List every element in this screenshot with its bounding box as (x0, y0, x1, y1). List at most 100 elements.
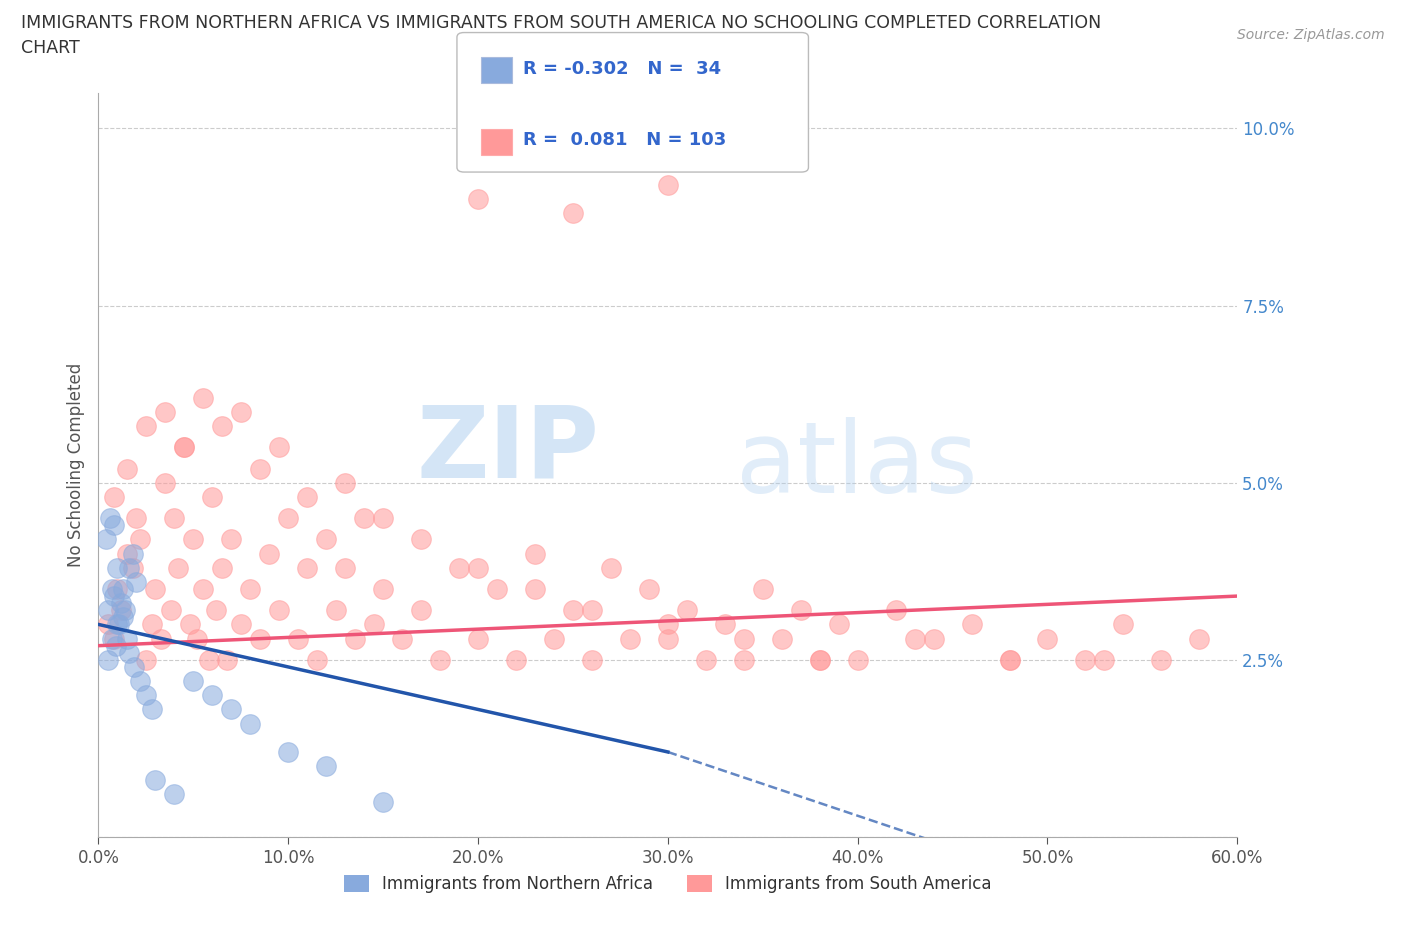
Y-axis label: No Schooling Completed: No Schooling Completed (66, 363, 84, 567)
Point (107, 560, 129, 575)
Point (752, 581, 775, 596)
Point (287, 631, 309, 646)
Point (179, 617, 201, 631)
Point (97, 603, 120, 618)
Point (163, 511, 186, 525)
Point (429, 653, 451, 668)
Point (808, 653, 831, 668)
Point (315, 759, 337, 774)
Point (371, 794, 394, 809)
Point (524, 546, 547, 561)
Text: CHART: CHART (21, 39, 80, 57)
Point (325, 603, 347, 618)
Point (110, 603, 132, 618)
Point (657, 178, 679, 193)
Point (124, 659, 146, 674)
Point (581, 603, 603, 618)
Point (1112, 617, 1135, 631)
Point (103, 589, 125, 604)
Point (201, 489, 224, 504)
Point (297, 489, 319, 504)
Point (141, 702, 163, 717)
Point (107, 581, 129, 596)
Point (108, 617, 131, 631)
Point (153, 475, 176, 490)
Point (173, 440, 195, 455)
Point (205, 603, 228, 618)
Point (486, 581, 509, 596)
Legend: Immigrants from Northern Africa, Immigrants from South America: Immigrants from Northern Africa, Immigra… (337, 868, 998, 899)
Point (211, 418, 233, 433)
Point (103, 631, 125, 646)
Point (191, 391, 214, 405)
Point (129, 532, 152, 547)
Point (107, 617, 129, 631)
Point (960, 617, 983, 631)
Point (121, 560, 143, 575)
Point (145, 773, 167, 788)
Point (657, 617, 679, 631)
Point (103, 518, 125, 533)
Point (100, 631, 122, 646)
Point (733, 653, 755, 668)
Point (315, 532, 337, 547)
Point (259, 546, 281, 561)
Point (114, 603, 136, 618)
Point (619, 631, 641, 646)
Point (904, 631, 927, 646)
Text: Source: ZipAtlas.com: Source: ZipAtlas.com (1237, 28, 1385, 42)
Point (411, 603, 433, 618)
Point (150, 631, 173, 646)
Point (112, 581, 135, 596)
Point (125, 511, 148, 525)
Point (267, 603, 290, 618)
Text: ZIP: ZIP (416, 402, 599, 498)
Point (695, 653, 717, 668)
Point (1074, 653, 1097, 668)
Point (1036, 631, 1059, 646)
Point (249, 461, 271, 476)
Point (343, 631, 366, 646)
Point (505, 653, 527, 668)
Point (115, 546, 138, 561)
Point (922, 631, 945, 646)
Point (153, 405, 176, 419)
Point (770, 631, 793, 646)
Point (600, 560, 623, 575)
Point (163, 787, 186, 802)
Point (118, 560, 141, 575)
Point (221, 532, 243, 547)
Point (100, 581, 122, 596)
Point (229, 405, 252, 419)
Point (115, 461, 138, 476)
Point (543, 631, 565, 646)
Point (98, 511, 121, 525)
Point (125, 575, 148, 590)
Point (94, 532, 117, 547)
Point (197, 653, 219, 668)
Point (998, 653, 1021, 668)
Text: R = -0.302   N =  34: R = -0.302 N = 34 (523, 60, 721, 78)
Text: R =  0.081   N = 103: R = 0.081 N = 103 (523, 131, 727, 150)
Point (297, 560, 319, 575)
Point (371, 581, 394, 596)
Point (335, 475, 357, 490)
Point (733, 631, 755, 646)
Point (524, 581, 547, 596)
Point (183, 673, 205, 688)
Point (135, 653, 157, 668)
Point (335, 560, 357, 575)
Point (1094, 653, 1116, 668)
Point (657, 631, 679, 646)
Point (790, 603, 813, 618)
Text: IMMIGRANTS FROM NORTHERN AFRICA VS IMMIGRANTS FROM SOUTH AMERICA NO SCHOOLING CO: IMMIGRANTS FROM NORTHERN AFRICA VS IMMIG… (21, 14, 1101, 32)
Point (173, 440, 195, 455)
Point (183, 532, 205, 547)
Point (145, 581, 167, 596)
Point (141, 617, 163, 631)
Point (449, 560, 471, 575)
Point (562, 603, 585, 618)
Point (118, 645, 141, 660)
Point (135, 688, 157, 703)
Point (267, 440, 290, 455)
